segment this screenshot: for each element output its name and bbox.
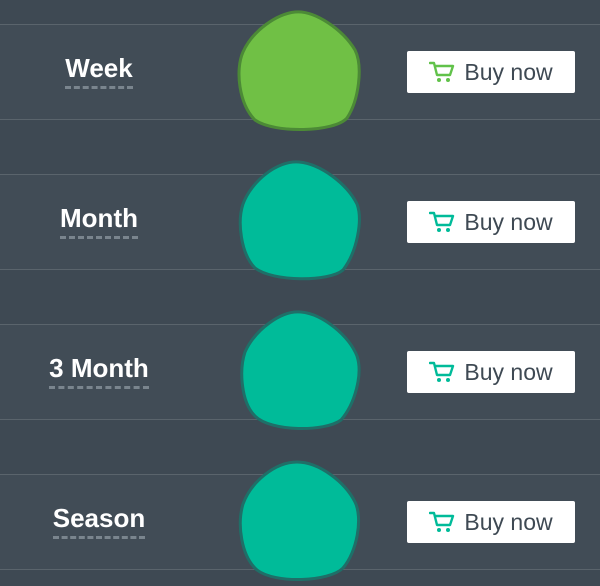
shopping-cart-icon: [429, 511, 455, 533]
shopping-cart-icon: [429, 361, 455, 383]
shopping-cart-icon: [429, 61, 455, 83]
buy-now-label: Buy now: [464, 509, 553, 535]
plan-label: Month: [0, 202, 198, 239]
buy-now-button[interactable]: Buy now: [407, 351, 575, 393]
buy-now-label: Buy now: [464, 209, 553, 235]
plan-label: 3 Month: [0, 352, 198, 389]
plan-blob-3-month[interactable]: [237, 308, 363, 434]
plan-label: Season: [0, 502, 198, 539]
shopping-cart-icon: [429, 211, 455, 233]
buy-now-button[interactable]: Buy now: [407, 201, 575, 243]
plan-label: Week: [0, 52, 198, 89]
plan-blob-month[interactable]: [237, 158, 363, 284]
buy-now-label: Buy now: [464, 359, 553, 385]
plan-blob-season[interactable]: [237, 458, 363, 584]
buy-now-label: Buy now: [464, 59, 553, 85]
plan-blob-week[interactable]: [237, 8, 363, 134]
buy-now-button[interactable]: Buy now: [407, 501, 575, 543]
buy-now-button[interactable]: Buy now: [407, 51, 575, 93]
